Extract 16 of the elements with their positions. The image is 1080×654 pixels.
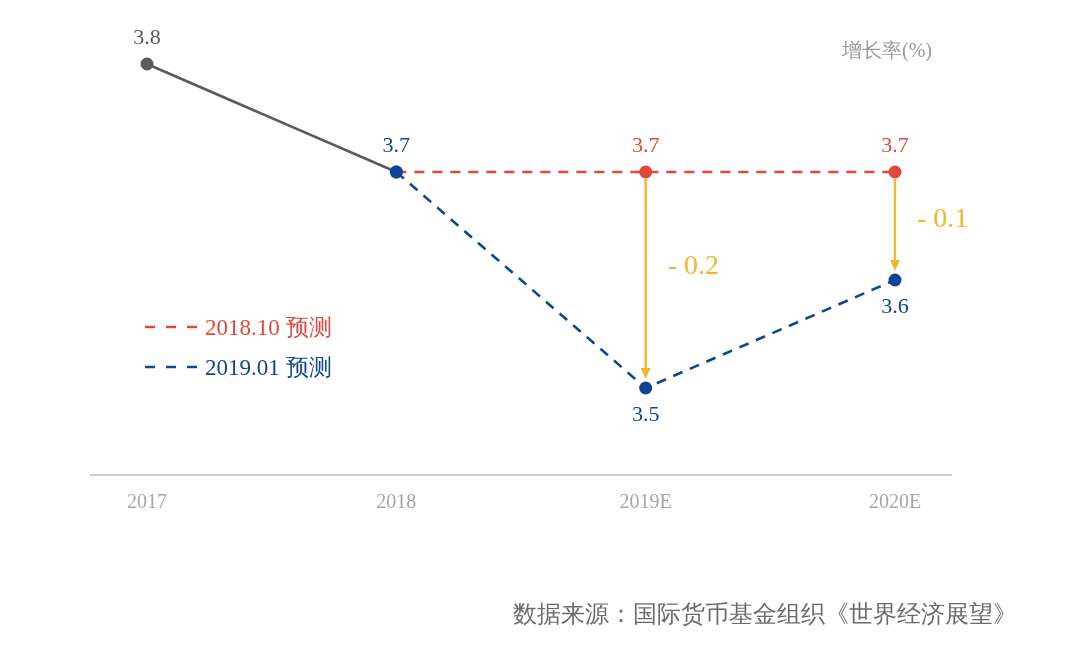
x-tick-label: 2017: [127, 490, 167, 512]
value-label: 3.7: [382, 132, 411, 157]
legend-label: 2019.01 预测: [205, 355, 332, 380]
legend-label: 2018.10 预测: [205, 315, 332, 340]
annotation: - 0.2: [667, 248, 719, 280]
value-label: 3.5: [631, 401, 660, 426]
value-label: 3.8: [133, 24, 161, 49]
value-label: 3.7: [881, 132, 909, 157]
value-label: 3.6: [881, 293, 909, 318]
y-axis-title: 增长率(%): [842, 39, 932, 61]
annotation: - 0.1: [917, 202, 969, 234]
value-label: 3.7: [631, 132, 660, 157]
source-note: 数据来源：国际货币基金组织《世界经济展望》: [513, 601, 1017, 627]
x-tick-label: 2019E: [619, 490, 672, 512]
x-tick-label: 2020E: [868, 490, 922, 512]
x-tick-label: 2018: [376, 490, 417, 512]
